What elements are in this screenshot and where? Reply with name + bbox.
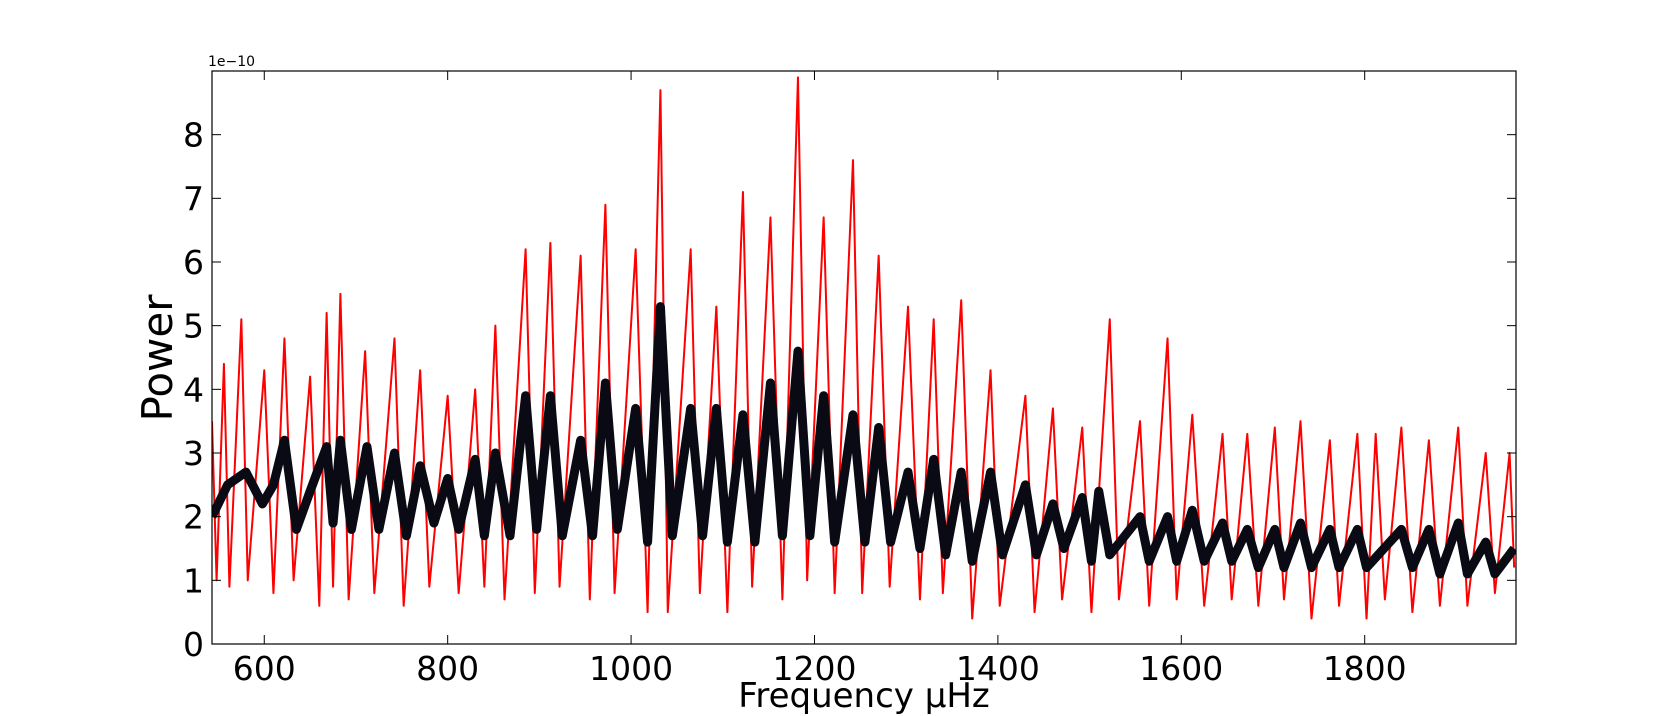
- x-tick-label: 600: [233, 649, 296, 688]
- axes-frame: [211, 70, 1517, 645]
- y-tick-label: 0: [183, 625, 204, 664]
- series-line: [212, 76, 1516, 620]
- y-tick-label: 5: [183, 307, 204, 346]
- x-tick-label: 800: [416, 649, 479, 688]
- y-tick-label: 1: [183, 561, 204, 600]
- y-tick-label: 6: [183, 243, 204, 282]
- x-tick-label: 1200: [772, 649, 856, 688]
- series-line: [212, 302, 1516, 579]
- x-tick-label: 1000: [589, 649, 673, 688]
- y-tick-label: 2: [183, 498, 204, 537]
- offset-label: 1e−10: [208, 54, 255, 70]
- plot-area: [212, 76, 1516, 620]
- y-tick-label: 7: [183, 179, 204, 218]
- x-tick-label: 1800: [1323, 649, 1407, 688]
- y-tick-label: 4: [183, 370, 204, 409]
- y-tick-label: 8: [183, 116, 204, 155]
- y-tick-label: 3: [183, 434, 204, 473]
- y-axis-label: Power: [133, 294, 182, 422]
- x-tick-label: 1400: [956, 649, 1040, 688]
- x-tick-label: 1600: [1139, 649, 1223, 688]
- x-axis-label: Frequency μHz: [738, 676, 990, 716]
